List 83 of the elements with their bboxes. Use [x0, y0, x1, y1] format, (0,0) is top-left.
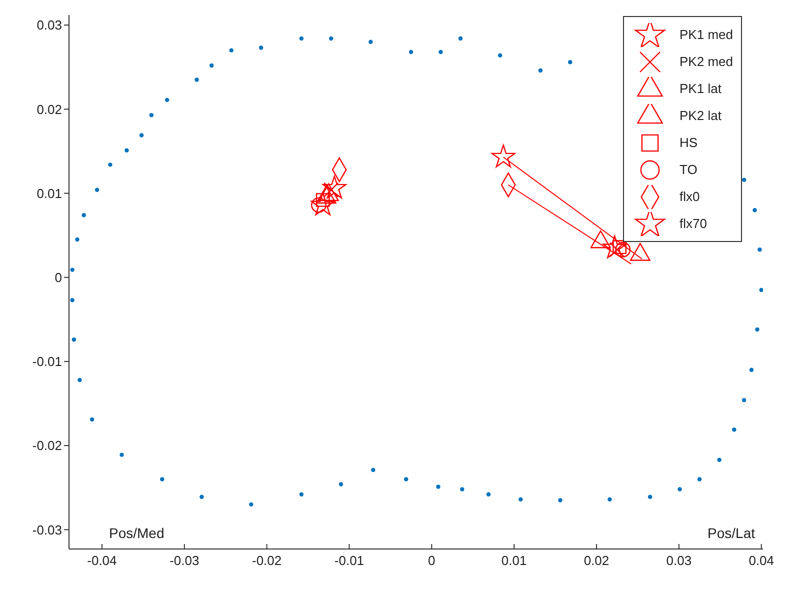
point	[249, 502, 254, 507]
point	[120, 452, 124, 457]
y-tick-label: 0	[54, 270, 62, 285]
axis-note: Pos/Med	[109, 525, 164, 541]
point	[124, 148, 129, 152]
point	[558, 498, 562, 502]
point	[498, 53, 502, 58]
y-tick-label: -0.03	[32, 522, 62, 538]
point	[608, 497, 612, 502]
point	[139, 133, 144, 138]
legend-label: PK1 med	[680, 27, 733, 42]
point	[209, 63, 214, 68]
legend-label: flx70	[680, 216, 707, 231]
point	[438, 50, 443, 54]
x-tick-label: 0.04	[748, 553, 774, 568]
y-tick-label: 0.01	[36, 186, 62, 201]
point	[328, 36, 334, 41]
point	[436, 484, 440, 489]
x-tick-label: -0.04	[87, 553, 117, 568]
legend-label: PK2 med	[680, 54, 733, 69]
x-tick-label: 0.01	[501, 553, 527, 568]
point	[78, 378, 82, 382]
point	[697, 477, 702, 482]
point	[160, 477, 164, 482]
y-tick-label: 0.02	[36, 102, 62, 117]
point	[752, 208, 757, 212]
point	[404, 477, 408, 482]
point	[460, 487, 464, 492]
legend-label: flx0	[680, 189, 700, 204]
y-tick-label: -0.02	[32, 438, 62, 454]
point	[310, 192, 335, 216]
point	[758, 248, 762, 252]
point	[615, 242, 631, 258]
point	[108, 162, 112, 167]
y-tick-label: -0.01	[32, 354, 62, 370]
point	[72, 338, 76, 342]
point	[368, 40, 373, 44]
point	[749, 368, 754, 372]
point	[164, 98, 170, 102]
x-tick-label: 0.03	[666, 553, 692, 568]
y-tick-label: 0.03	[36, 18, 62, 33]
point	[70, 268, 74, 272]
point	[82, 213, 86, 218]
point	[742, 178, 746, 182]
point	[755, 327, 760, 332]
point	[538, 68, 543, 73]
point	[338, 482, 344, 486]
point	[486, 492, 491, 496]
legend-label: TO	[680, 162, 698, 177]
point	[70, 298, 74, 302]
point	[200, 494, 204, 499]
point	[322, 176, 346, 198]
point	[229, 48, 234, 52]
x-tick-label: -0.01	[334, 553, 364, 568]
point	[94, 188, 100, 192]
point	[717, 458, 722, 462]
legend-label: HS	[680, 135, 698, 150]
point	[194, 78, 199, 82]
x-tick-label: 0.02	[584, 553, 610, 568]
point	[602, 235, 627, 258]
point	[648, 494, 652, 499]
point	[732, 427, 736, 432]
point	[371, 468, 376, 472]
point	[299, 492, 304, 496]
point	[90, 417, 94, 422]
point	[258, 46, 264, 50]
point	[75, 237, 80, 242]
point	[149, 112, 154, 118]
point	[299, 36, 304, 41]
point	[742, 398, 746, 402]
point	[408, 50, 414, 54]
x-tick-label: 0	[428, 553, 436, 568]
point	[568, 60, 572, 64]
point	[458, 36, 463, 41]
x-tick-label: -0.03	[170, 553, 200, 568]
legend-label: PK2 lat	[680, 108, 722, 123]
point	[518, 497, 523, 502]
point	[678, 487, 682, 492]
x-tick-label: -0.02	[252, 553, 282, 568]
point	[759, 288, 763, 292]
legend-label: PK1 lat	[680, 81, 722, 96]
axis-note: Pos/Lat	[708, 525, 755, 541]
point	[491, 144, 516, 168]
